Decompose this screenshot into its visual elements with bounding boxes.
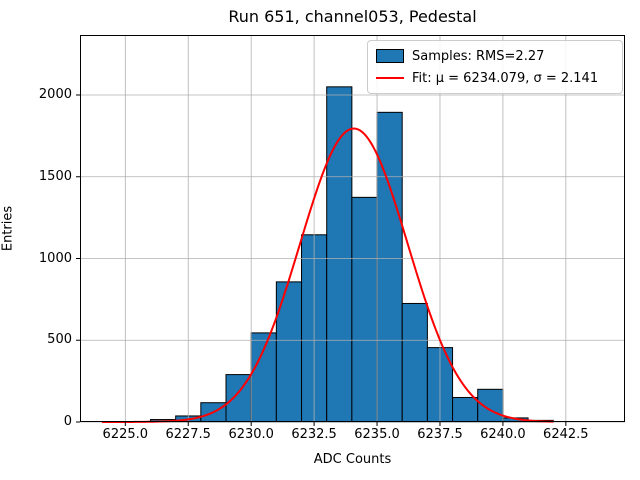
x-tick-label: 6232.5 (291, 427, 337, 442)
histogram-swatch-icon (376, 49, 404, 63)
histogram-bar (351, 196, 378, 423)
y-tick-label: 1500 (38, 168, 72, 184)
y-tick-label: 500 (47, 332, 72, 348)
axes-spines (80, 35, 625, 422)
histogram-bar (401, 302, 428, 423)
x-tick-label: 6242.5 (543, 427, 589, 442)
fit-line-swatch-icon (376, 77, 404, 79)
x-tick-label: 6227.5 (165, 427, 211, 442)
legend-label-fit: Fit: μ = 6234.079, σ = 2.141 (412, 70, 599, 86)
chart-title: Run 651, channel053, Pedestal (228, 7, 477, 26)
x-tick-label: 6225.0 (102, 427, 149, 442)
x-tick-label: 6230.0 (228, 427, 274, 442)
x-tick-label: 6235.0 (354, 427, 400, 442)
y-tick-label: 0 (63, 414, 72, 429)
y-tick-label: 2000 (38, 87, 72, 102)
y-tick-label: 1000 (38, 250, 72, 266)
legend: Samples: RMS=2.27 Fit: μ = 6234.079, σ =… (367, 40, 623, 94)
histogram-bar (376, 111, 403, 423)
x-tick-label: 6237.5 (417, 427, 463, 442)
legend-label-samples: Samples: RMS=2.27 (412, 48, 545, 64)
legend-entry-samples: Samples: RMS=2.27 (376, 45, 614, 67)
x-tick-label: 6240.0 (480, 427, 526, 442)
y-axis-label: Entries (0, 205, 16, 252)
legend-entry-fit: Fit: μ = 6234.079, σ = 2.141 (376, 67, 614, 89)
x-axis-label: ADC Counts (313, 452, 392, 467)
gaussian-fit-curve (101, 127, 554, 423)
